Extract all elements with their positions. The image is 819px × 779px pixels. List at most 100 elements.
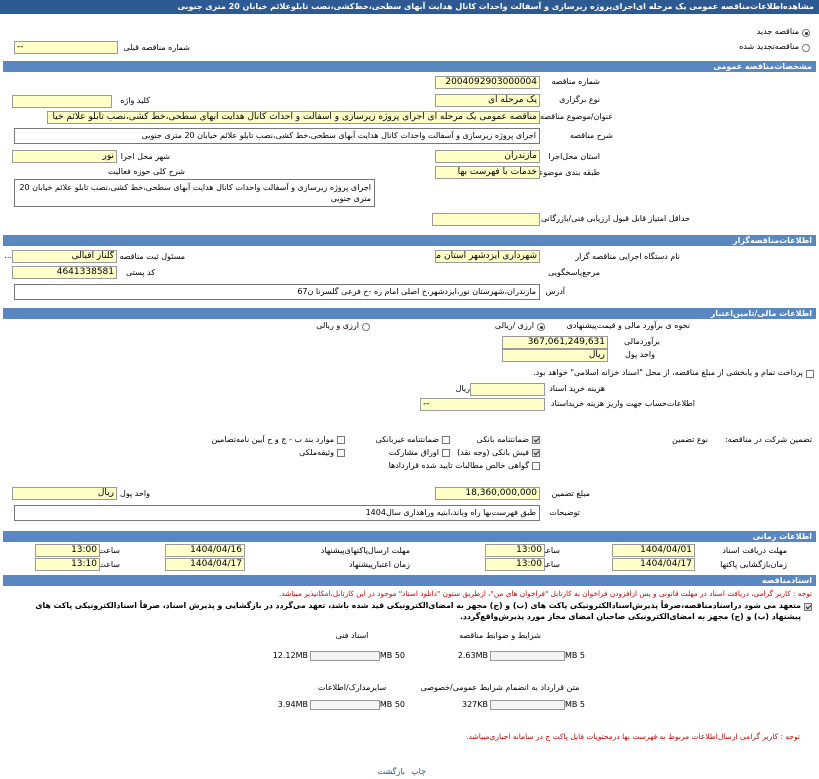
radio-label: مناقصه‌تجدید شده bbox=[739, 42, 799, 51]
input[interactable]: 1404/04/17 bbox=[165, 558, 245, 571]
input[interactable]: 367,061,249,631 bbox=[502, 336, 608, 349]
file-max: 5 MB bbox=[564, 700, 585, 709]
checkbox[interactable] bbox=[442, 449, 450, 457]
checkbox-label: گواهی خالص مطالبات تایید شده قراردادها bbox=[388, 461, 529, 470]
file-label: متن قرارداد به انضمام شرایط عمومی/خصوصی bbox=[420, 683, 580, 692]
field-label: شرح کلی حوزه فعالیت bbox=[108, 167, 185, 176]
checkbox[interactable] bbox=[532, 449, 540, 457]
input[interactable]: ریال bbox=[12, 487, 117, 500]
field-label: ساعت bbox=[98, 560, 120, 569]
input[interactable]: -- bbox=[14, 41, 118, 54]
section-header: اطلاعات زمانی bbox=[3, 531, 816, 542]
text-box: مازندران،شهرستان نور،ایزدشهر،خ اصلی امام… bbox=[14, 284, 540, 300]
field-label: طبقه بندی موضوعی bbox=[531, 168, 600, 177]
upload-bar[interactable] bbox=[310, 651, 380, 661]
section-header: اسنادمناقصه bbox=[3, 575, 816, 586]
input[interactable]: 2004092903000004 bbox=[435, 76, 540, 89]
input[interactable]: گلناز اقبالی bbox=[12, 250, 117, 263]
field-label: عنوان/موضوع مناقصه bbox=[540, 112, 613, 121]
file-max: 50 MB bbox=[379, 651, 405, 660]
section-header: اطلاعات‌مناقصه‌گزار bbox=[3, 235, 816, 246]
checkbox[interactable] bbox=[532, 462, 540, 470]
checkbox-label: وثیقه‌ملکی bbox=[299, 448, 334, 457]
input[interactable]: 13:00 bbox=[485, 544, 545, 557]
input[interactable]: شهرداری ایزدشهر استان ما bbox=[435, 250, 540, 263]
field-label: شماره مناقصه قبلی bbox=[123, 43, 190, 52]
file-max: 5 MB bbox=[564, 651, 585, 660]
input[interactable] bbox=[12, 95, 112, 108]
field-label: مسئول ثبت مناقصه bbox=[119, 252, 185, 261]
upload-bar[interactable] bbox=[490, 651, 565, 661]
input[interactable]: ریال bbox=[502, 349, 608, 362]
text-box: اجرای پروژه زیرسازی و آسفالت واحدات کانا… bbox=[14, 179, 375, 207]
input[interactable] bbox=[432, 213, 540, 226]
input[interactable]: 1404/04/01 bbox=[612, 544, 695, 557]
field-label: ساعت bbox=[98, 546, 120, 555]
input[interactable]: 1404/04/17 bbox=[612, 558, 695, 571]
radio-label: مناقصه جدید bbox=[756, 27, 799, 36]
checkbox[interactable] bbox=[804, 603, 812, 611]
upload-bar[interactable] bbox=[310, 700, 380, 710]
radio-label: ارزی و ریالی bbox=[316, 321, 359, 330]
section-header: اطلاعات مالی/تامین‌اعتبار bbox=[3, 308, 816, 319]
input[interactable]: 4641338581 bbox=[12, 266, 117, 279]
field-label: نام دستگاه اجرایی مناقصه گزار bbox=[575, 252, 680, 261]
input[interactable]: خدمات با فهرست بها bbox=[435, 166, 540, 179]
file-size: 12.12MB bbox=[272, 651, 308, 660]
upload-bar[interactable] bbox=[490, 700, 565, 710]
radio[interactable] bbox=[802, 44, 810, 52]
file-size: 3.94MB bbox=[277, 700, 308, 709]
field-label: زمان اعتبارپیشنهاد bbox=[348, 560, 410, 569]
radio[interactable] bbox=[802, 29, 810, 37]
input[interactable]: 1404/04/16 bbox=[165, 544, 245, 557]
input[interactable] bbox=[470, 383, 545, 396]
input[interactable]: 13:10 bbox=[35, 558, 100, 571]
field-label: مهلت دریافت اسناد bbox=[722, 546, 787, 555]
file-max: 50 MB bbox=[379, 700, 405, 709]
field-label: کد پستی bbox=[126, 268, 155, 277]
checkbox[interactable] bbox=[337, 449, 345, 457]
file-label: سایرمدارک/اطلاعات bbox=[317, 683, 387, 692]
checkbox-label: ضمانتنامه بانکی bbox=[476, 435, 529, 444]
checkbox[interactable] bbox=[442, 436, 450, 444]
input[interactable]: مازندران bbox=[435, 150, 540, 163]
checkbox[interactable] bbox=[532, 436, 540, 444]
input[interactable]: نور bbox=[12, 150, 117, 163]
field-label: شرح مناقصه bbox=[569, 131, 613, 140]
field-label: اطلاعات‌حساب جهت واریز هزینه خریداسناد bbox=[550, 399, 695, 408]
field-label: آدرس bbox=[545, 287, 565, 296]
field-label: تضمین شرکت در مناقصه: bbox=[724, 435, 812, 444]
field-label: نوع برگزاری bbox=[559, 95, 600, 104]
print-link[interactable]: چاپ bbox=[411, 767, 426, 776]
field-label: مهلت ارسال‌پاکتهای‌پیشنهاد bbox=[320, 546, 410, 555]
input[interactable]: -- bbox=[420, 398, 545, 411]
radio[interactable] bbox=[537, 323, 545, 331]
section-header: مشخصات‌مناقصه عمومی bbox=[3, 61, 816, 72]
input[interactable]: مناقصه عمومی یک مرحله ای اجرای پروژه زیر… bbox=[47, 111, 540, 124]
file-size: 2.63MB bbox=[457, 651, 488, 660]
field-label: ساعت bbox=[538, 546, 560, 555]
checkbox[interactable] bbox=[806, 370, 814, 378]
checkbox[interactable] bbox=[337, 436, 345, 444]
page-title: مشاهده‌اطلاعات‌مناقصه عمومی یک مرحله ای‌… bbox=[0, 0, 819, 14]
field-label: هزینه خرید اسناد bbox=[549, 384, 605, 393]
radio[interactable] bbox=[362, 323, 370, 331]
field-label: حداقل امتیاز قابل قبول ارزیابی فنی/بازرگ… bbox=[541, 214, 690, 223]
text-box: طبق فهرست‌بها راه وباند،ابنیه وراهداری س… bbox=[14, 505, 540, 521]
input[interactable]: 18,360,000,000 bbox=[435, 487, 540, 500]
input[interactable]: 13:00 bbox=[485, 558, 545, 571]
more-link[interactable]: ... bbox=[4, 251, 12, 260]
field-label: واحد پول bbox=[625, 350, 655, 359]
field-label: نوع تضمین bbox=[672, 435, 708, 444]
field-label: زمان‌بازگشایی پاکتها bbox=[720, 560, 787, 569]
unit: ریال bbox=[455, 384, 470, 393]
input[interactable]: یک مرحله ای bbox=[435, 94, 540, 107]
back-link[interactable]: بازگشت bbox=[377, 767, 405, 776]
note: توجه : کاربر گرامی ارسال‌اطلاعات مربوط ب… bbox=[466, 732, 800, 741]
field-label: مرجع‌پاسخگویی bbox=[548, 268, 600, 277]
field-label: نحوه ی برآورد مالی و قیمت‌پیشنهادی bbox=[566, 321, 690, 330]
checkbox-label: فیش بانکی (وجه نقد) bbox=[457, 448, 529, 457]
input[interactable]: 13:00 bbox=[35, 544, 100, 557]
field-label: ساعت bbox=[538, 560, 560, 569]
checkbox-label: موارد بند ب - ج و ح آیین نامه‌تضامین bbox=[211, 435, 334, 444]
